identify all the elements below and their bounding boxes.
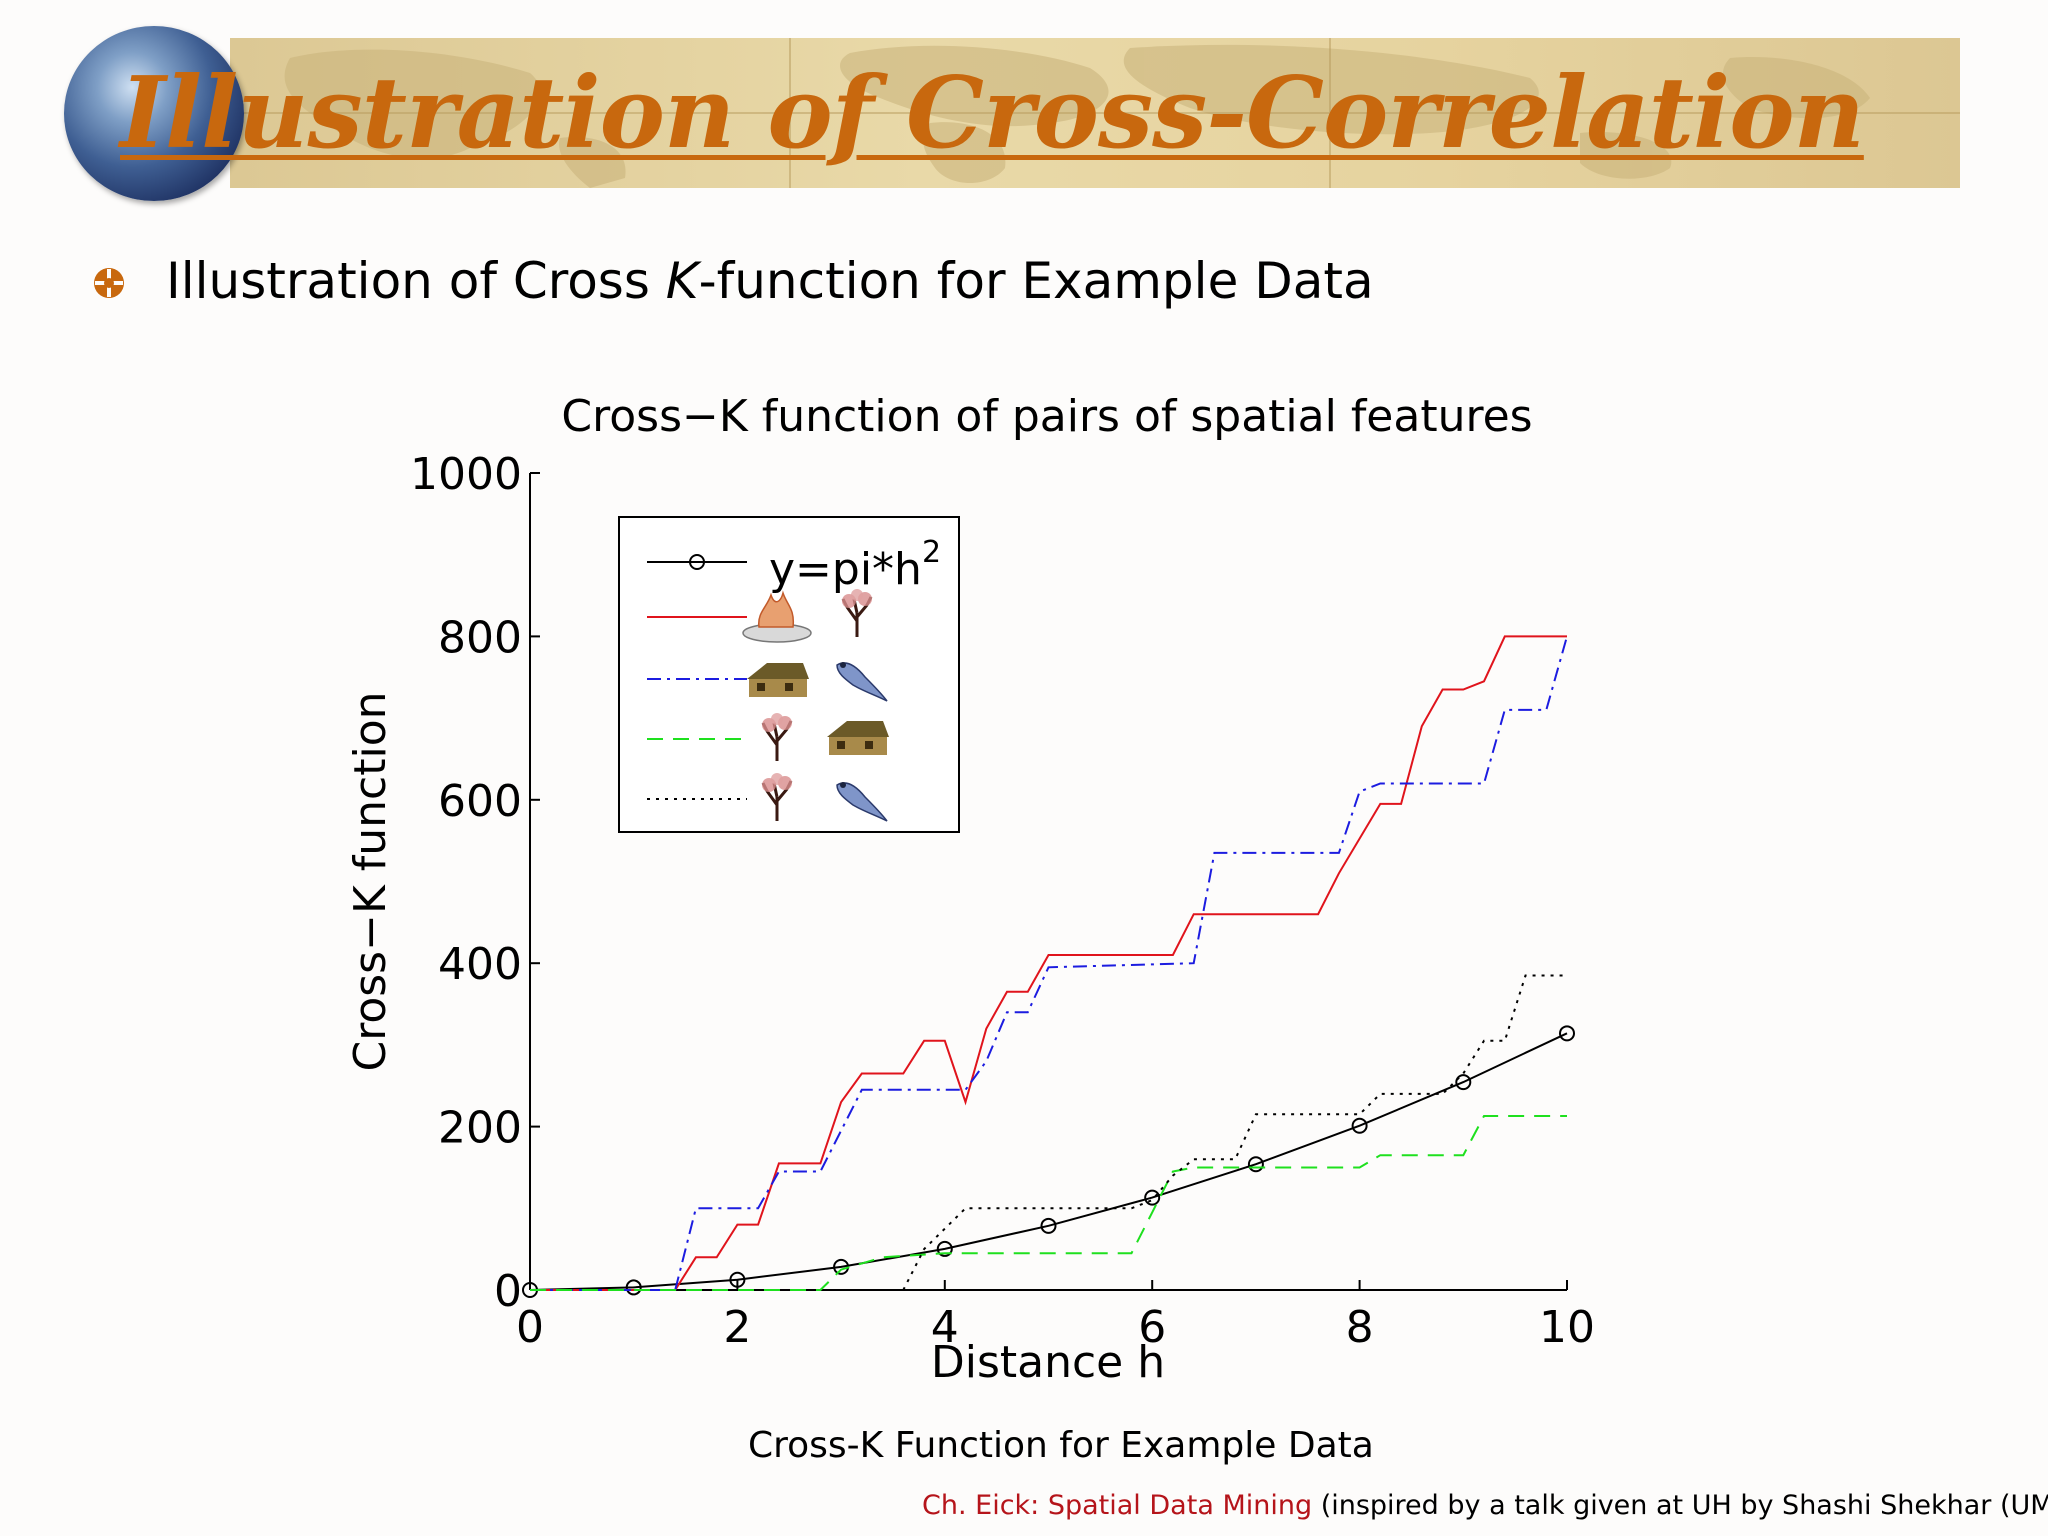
y-tick-label: 400: [438, 939, 522, 990]
x-tick-label: 0: [516, 1302, 544, 1353]
y-tick-label: 600: [438, 776, 522, 827]
series-marker: [1247, 1156, 1264, 1173]
bird-icon: [836, 662, 888, 702]
house-roof: [747, 663, 809, 679]
bird-eye: [840, 782, 846, 788]
bird-body: [836, 662, 888, 702]
y-tick-label: 200: [438, 1103, 522, 1154]
house-icon: [827, 721, 889, 755]
bullet-text-post: -function for Example Data: [698, 252, 1374, 310]
y-tick-label: 1000: [410, 449, 522, 500]
tree-icon: [761, 773, 793, 821]
bullet-text-pre: Illustration of Cross: [166, 252, 666, 310]
globe-icon: [64, 26, 244, 201]
footer-course: Ch. Eick: Spatial Data Mining: [922, 1490, 1313, 1521]
house-icon: [747, 663, 809, 697]
series-layer: [522, 635, 1575, 1298]
title-banner: [230, 38, 1960, 188]
footer-credit: (inspired by a talk given at UH by Shash…: [1312, 1490, 2048, 1521]
legend-label-0: y=pi*h2: [769, 535, 941, 595]
series-marker: [936, 1240, 953, 1257]
series-marker: [1351, 1117, 1368, 1134]
x-tick-label: 4: [931, 1302, 959, 1353]
series-marker: [1455, 1074, 1472, 1091]
bird-icon: [836, 782, 888, 822]
x-tick-label: 10: [1539, 1302, 1595, 1353]
y-tick-label: 800: [438, 612, 522, 663]
cross-k-chart: Cross−K function of pairs of spatial fea…: [345, 391, 1595, 1388]
legend-label-superscript: 2: [922, 535, 941, 570]
x-tick-label: 2: [723, 1302, 751, 1353]
tree-icon: [761, 713, 793, 761]
series-marker: [1144, 1189, 1161, 1206]
bullet-icon: [94, 268, 124, 298]
x-tick-label: 6: [1138, 1302, 1166, 1353]
legend-marker: [689, 554, 705, 570]
bird-body: [836, 782, 888, 822]
house-roof: [827, 721, 889, 737]
series-line-3: [530, 1115, 1567, 1291]
world-map-background: [230, 38, 1960, 188]
series-marker: [1559, 1025, 1575, 1042]
campfire-flames: [758, 590, 795, 628]
house-window: [837, 741, 845, 749]
series-marker: [729, 1271, 746, 1288]
series-line-0: [529, 1032, 1568, 1291]
x-axis-label: Distance h: [931, 1337, 1165, 1388]
y-axis-label: Cross−K function: [345, 691, 396, 1071]
bird-eye: [840, 662, 846, 668]
bullet-text: Illustration of Cross K-function for Exa…: [166, 252, 1374, 310]
tree-blossom: [771, 773, 783, 785]
tree-icon: [841, 589, 873, 637]
legend: y=pi*h2: [618, 516, 960, 833]
series-line-2: [530, 636, 1568, 1291]
tree-blossom: [851, 589, 863, 601]
series-line-1: [530, 635, 1567, 1291]
house-window: [785, 683, 793, 691]
footer: Ch. Eick: Spatial Data Mining (inspired …: [922, 1490, 2048, 1521]
series-marker: [1040, 1217, 1057, 1234]
bullet-text-k: K: [665, 252, 699, 310]
tree-blossom: [771, 713, 783, 725]
series-marker: [625, 1279, 642, 1296]
slide-title: Illustration of Cross-Correlation: [120, 56, 1865, 171]
house-window: [757, 683, 765, 691]
house-window: [865, 741, 873, 749]
x-tick-label: 8: [1346, 1302, 1374, 1353]
campfire-icon: [742, 590, 812, 643]
axes: 0 200 400 600 800 1000 0 2 4 6 8 10: [410, 449, 1595, 1353]
y-tick-label: 0: [494, 1266, 522, 1317]
chart-title: Cross−K function of pairs of spatial fea…: [561, 391, 1532, 442]
series-line-4: [902, 974, 1567, 1291]
figure-caption: Cross-K Function for Example Data: [748, 1425, 1374, 1466]
